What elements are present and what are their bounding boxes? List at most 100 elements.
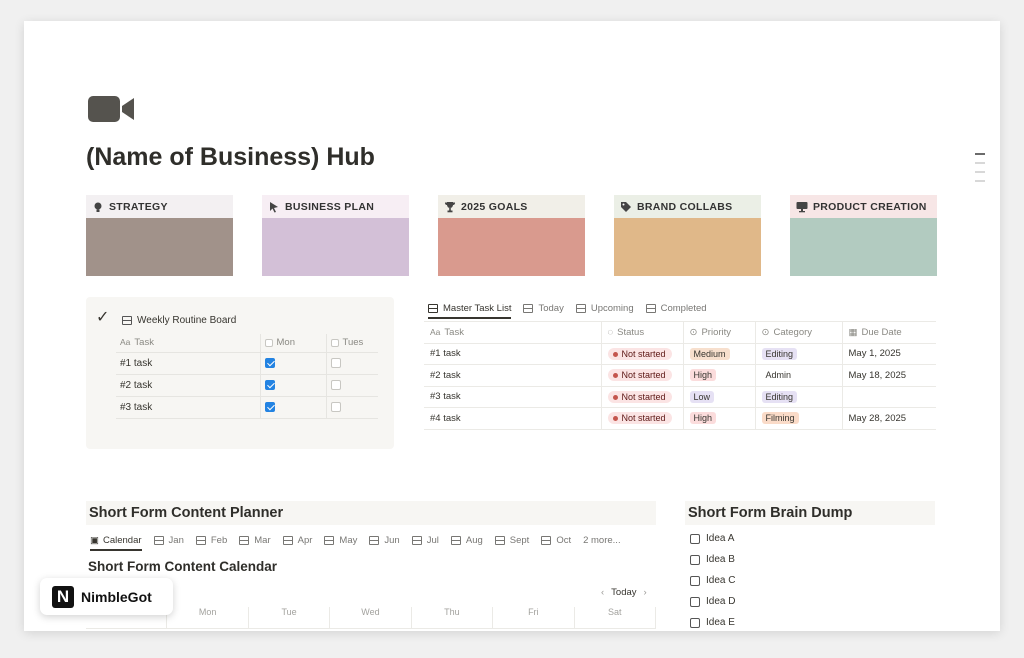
tues-checkbox[interactable] <box>330 379 341 390</box>
tab-may[interactable]: May <box>324 529 357 551</box>
calendar-icon: ▣ <box>90 534 99 546</box>
card-strategy[interactable]: STRATEGY <box>86 195 233 276</box>
idea-checkbox[interactable] <box>690 596 700 607</box>
priority-badge[interactable]: Medium <box>689 347 730 360</box>
tab-mar[interactable]: Mar <box>239 529 271 551</box>
tab-calendar[interactable]: ▣ Calendar <box>90 529 142 551</box>
category-badge[interactable]: Filming <box>761 412 799 425</box>
table-row: #4 task Not started High Filming May 28,… <box>424 407 936 430</box>
list-item: Idea B <box>690 549 735 570</box>
tab-apr[interactable]: Apr <box>282 529 312 551</box>
tab-completed[interactable]: Completed <box>645 297 707 319</box>
card-brand-collabs[interactable]: BRAND COLLABS <box>614 195 761 276</box>
tues-checkbox[interactable] <box>330 357 341 368</box>
lightbulb-icon <box>94 202 102 212</box>
task-cell[interactable]: #4 task <box>424 407 602 430</box>
status-badge[interactable]: Not started <box>607 347 672 360</box>
table-icon <box>645 303 656 313</box>
card-header: 2025 GOALS <box>438 195 585 218</box>
card-cover <box>790 218 937 276</box>
tab-sept[interactable]: Sept <box>494 529 529 551</box>
table-icon <box>411 535 422 545</box>
tab-jan[interactable]: Jan <box>153 529 184 551</box>
idea-checkbox[interactable] <box>690 575 700 586</box>
table-row: #1 task Not started Medium Editing May 1… <box>424 343 936 365</box>
idea-checkbox[interactable] <box>690 554 700 565</box>
mon-checkbox[interactable] <box>264 379 275 390</box>
select-type-icon: ⊙ <box>689 326 698 338</box>
card-cover <box>438 218 585 276</box>
card-business-plan[interactable]: BUSINESS PLAN <box>262 195 409 276</box>
card-label: BUSINESS PLAN <box>285 200 375 213</box>
weekly-routine-callout: ✓ Weekly Routine Board Aa Task Mon Tues #… <box>86 297 394 449</box>
table-of-contents[interactable] <box>975 153 985 189</box>
due-date-cell[interactable]: May 28, 2025 <box>842 407 936 430</box>
brain-dump-list: Idea A Idea B Idea C Idea D Idea E <box>690 528 735 631</box>
table-icon <box>494 535 505 545</box>
list-item: Idea A <box>690 528 735 549</box>
calendar-title: Short Form Content Calendar <box>88 559 278 574</box>
task-cell[interactable]: #1 task <box>424 343 602 365</box>
card-product-creation[interactable]: PRODUCT CREATION <box>790 195 937 276</box>
table-icon <box>153 535 164 545</box>
priority-badge[interactable]: High <box>689 369 717 382</box>
tab-feb[interactable]: Feb <box>195 529 227 551</box>
mon-checkbox[interactable] <box>264 401 275 412</box>
table-icon <box>450 535 461 545</box>
chevron-right-icon[interactable]: › <box>643 587 647 598</box>
category-badge[interactable]: Editing <box>761 347 798 360</box>
chevron-left-icon[interactable]: ‹ <box>601 587 605 598</box>
tab-oct[interactable]: Oct <box>541 529 571 551</box>
priority-badge[interactable]: High <box>689 412 717 425</box>
task-cell[interactable]: #2 task <box>116 374 261 397</box>
tab-jun[interactable]: Jun <box>369 529 400 551</box>
task-cell[interactable]: #1 task <box>116 352 261 375</box>
column-header-status: Status <box>617 326 645 338</box>
table-icon <box>122 316 132 325</box>
video-camera-icon <box>88 96 134 122</box>
card-2025-goals[interactable]: 2025 GOALS <box>438 195 585 276</box>
table-icon <box>575 303 586 313</box>
idea-checkbox[interactable] <box>690 617 700 628</box>
text-type-icon: Aa <box>430 326 441 337</box>
calendar-type-icon: ▦ <box>848 326 858 338</box>
status-badge[interactable]: Not started <box>607 369 672 382</box>
tab-master-task-list[interactable]: Master Task List <box>428 297 512 319</box>
task-cell[interactable]: #2 task <box>424 364 602 387</box>
tues-checkbox[interactable] <box>330 401 341 412</box>
today-button[interactable]: Today <box>611 587 637 598</box>
tab-upcoming[interactable]: Upcoming <box>575 297 634 319</box>
checkmark-icon: ✓ <box>96 309 110 326</box>
status-type-icon: ◌ <box>607 326 614 338</box>
mon-checkbox[interactable] <box>264 357 275 368</box>
page-title: (Name of Business) Hub <box>86 143 375 171</box>
task-cell[interactable]: #3 task <box>116 396 261 419</box>
card-label: 2025 GOALS <box>461 200 528 213</box>
table-row: #3 task Not started Low Editing <box>424 386 936 408</box>
due-date-cell[interactable] <box>842 386 936 408</box>
status-badge[interactable]: Not started <box>607 390 672 403</box>
select-type-icon: ⊙ <box>761 326 770 338</box>
brain-dump-heading: Short Form Brain Dump <box>685 501 935 525</box>
gallery-cards: STRATEGY BUSINESS PLAN 2025 GOALS BRAND … <box>86 195 966 276</box>
column-header-task: Task <box>444 326 464 338</box>
table-icon <box>195 535 206 545</box>
card-header: BRAND COLLABS <box>614 195 761 218</box>
tab-today[interactable]: Today <box>523 297 564 319</box>
category-badge[interactable]: Admin <box>761 369 796 382</box>
tab-aug[interactable]: Aug <box>450 529 483 551</box>
list-item: Idea D <box>690 591 735 612</box>
weekday-label: Wed <box>330 607 412 629</box>
category-badge[interactable]: Editing <box>761 390 798 403</box>
task-cell[interactable]: #3 task <box>424 386 602 408</box>
priority-badge[interactable]: Low <box>689 390 715 403</box>
routine-board-title[interactable]: Weekly Routine Board <box>122 315 236 326</box>
tab-jul[interactable]: Jul <box>411 529 439 551</box>
due-date-cell[interactable]: May 1, 2025 <box>842 343 936 365</box>
idea-checkbox[interactable] <box>690 533 700 544</box>
due-date-cell[interactable]: May 18, 2025 <box>842 364 936 387</box>
trophy-icon <box>444 201 456 212</box>
status-badge[interactable]: Not started <box>607 412 672 425</box>
tab-more[interactable]: 2 more... <box>583 534 621 546</box>
routine-table: Aa Task Mon Tues #1 task #2 task #3 task <box>116 334 378 419</box>
